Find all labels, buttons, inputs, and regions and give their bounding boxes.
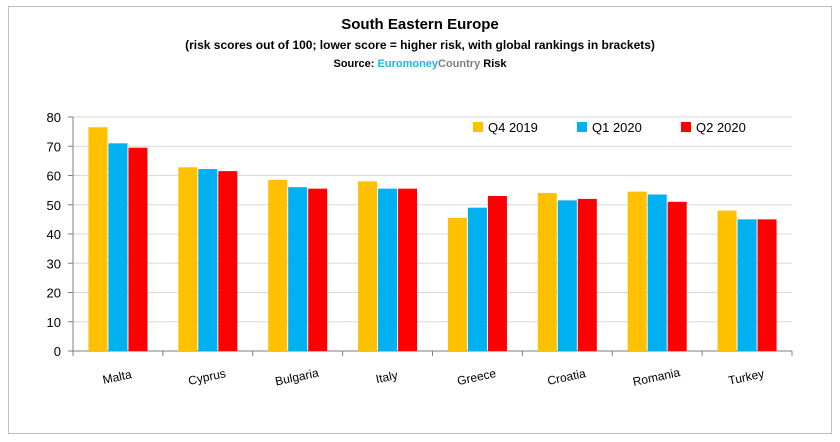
x-category-label: Romania: [631, 365, 681, 389]
bar-q2-2020-cyprus: [218, 171, 238, 351]
chart-title: South Eastern Europe: [341, 16, 499, 33]
bar-q1-2020-greece: [467, 207, 487, 351]
x-category-label: Greece: [456, 366, 498, 388]
legend-swatch: [577, 122, 587, 132]
legend-label: Q4 2019: [488, 120, 538, 135]
legend-label: Q1 2020: [592, 120, 642, 135]
bar-q1-2020-cyprus: [198, 169, 218, 351]
bar-q2-2020-croatia: [577, 198, 597, 351]
y-tick-label: 0: [54, 344, 61, 359]
bar-q4-2019-croatia: [537, 193, 557, 351]
bar-q2-2020-italy: [398, 188, 418, 351]
bar-q4-2019-cyprus: [178, 167, 198, 351]
x-category-label: Turkey: [727, 366, 765, 387]
y-tick-label: 60: [47, 169, 61, 184]
x-category-label: Cyprus: [187, 366, 227, 388]
bar-q1-2020-croatia: [557, 200, 577, 351]
y-tick-label: 40: [47, 227, 61, 242]
bar-q1-2020-italy: [378, 188, 398, 351]
legend-swatch: [473, 122, 483, 132]
bar-q1-2020-turkey: [737, 219, 757, 351]
bar-q4-2019-romania: [627, 191, 647, 351]
bar-q4-2019-malta: [88, 127, 108, 351]
bar-q2-2020-bulgaria: [308, 188, 328, 351]
x-category-label: Italy: [375, 368, 399, 386]
y-tick-label: 50: [47, 198, 61, 213]
source-risk: Risk: [483, 58, 507, 70]
bar-q4-2019-bulgaria: [268, 179, 288, 351]
legend-swatch: [681, 122, 691, 132]
chart-subtitle: (risk scores out of 100; lower score = h…: [185, 38, 655, 52]
bar-q4-2019-greece: [447, 217, 467, 351]
chart-source: Source: EuromoneyCountry Risk: [0, 58, 840, 70]
y-tick-label: 70: [47, 139, 61, 154]
bar-q2-2020-romania: [667, 201, 687, 351]
bar-q2-2020-malta: [128, 147, 148, 351]
y-tick-label: 20: [47, 286, 61, 301]
y-tick-label: 80: [47, 110, 61, 125]
x-category-label: Bulgaria: [274, 366, 320, 389]
y-tick-label: 10: [47, 315, 61, 330]
bar-q4-2019-italy: [358, 181, 378, 351]
source-euromoney: Euromoney: [377, 58, 439, 70]
bar-q2-2020-turkey: [757, 219, 777, 351]
bar-q1-2020-romania: [647, 194, 667, 351]
bar-q4-2019-turkey: [717, 210, 737, 351]
x-category-label: Croatia: [546, 366, 587, 388]
legend-label: Q2 2020: [696, 120, 746, 135]
y-tick-label: 30: [47, 256, 61, 271]
bar-q2-2020-greece: [487, 195, 507, 351]
bar-q1-2020-bulgaria: [288, 187, 308, 351]
source-country: Country: [438, 58, 481, 70]
bar-q1-2020-malta: [108, 143, 128, 351]
source-prefix: Source:: [333, 58, 375, 70]
x-category-label: Malta: [101, 367, 133, 387]
